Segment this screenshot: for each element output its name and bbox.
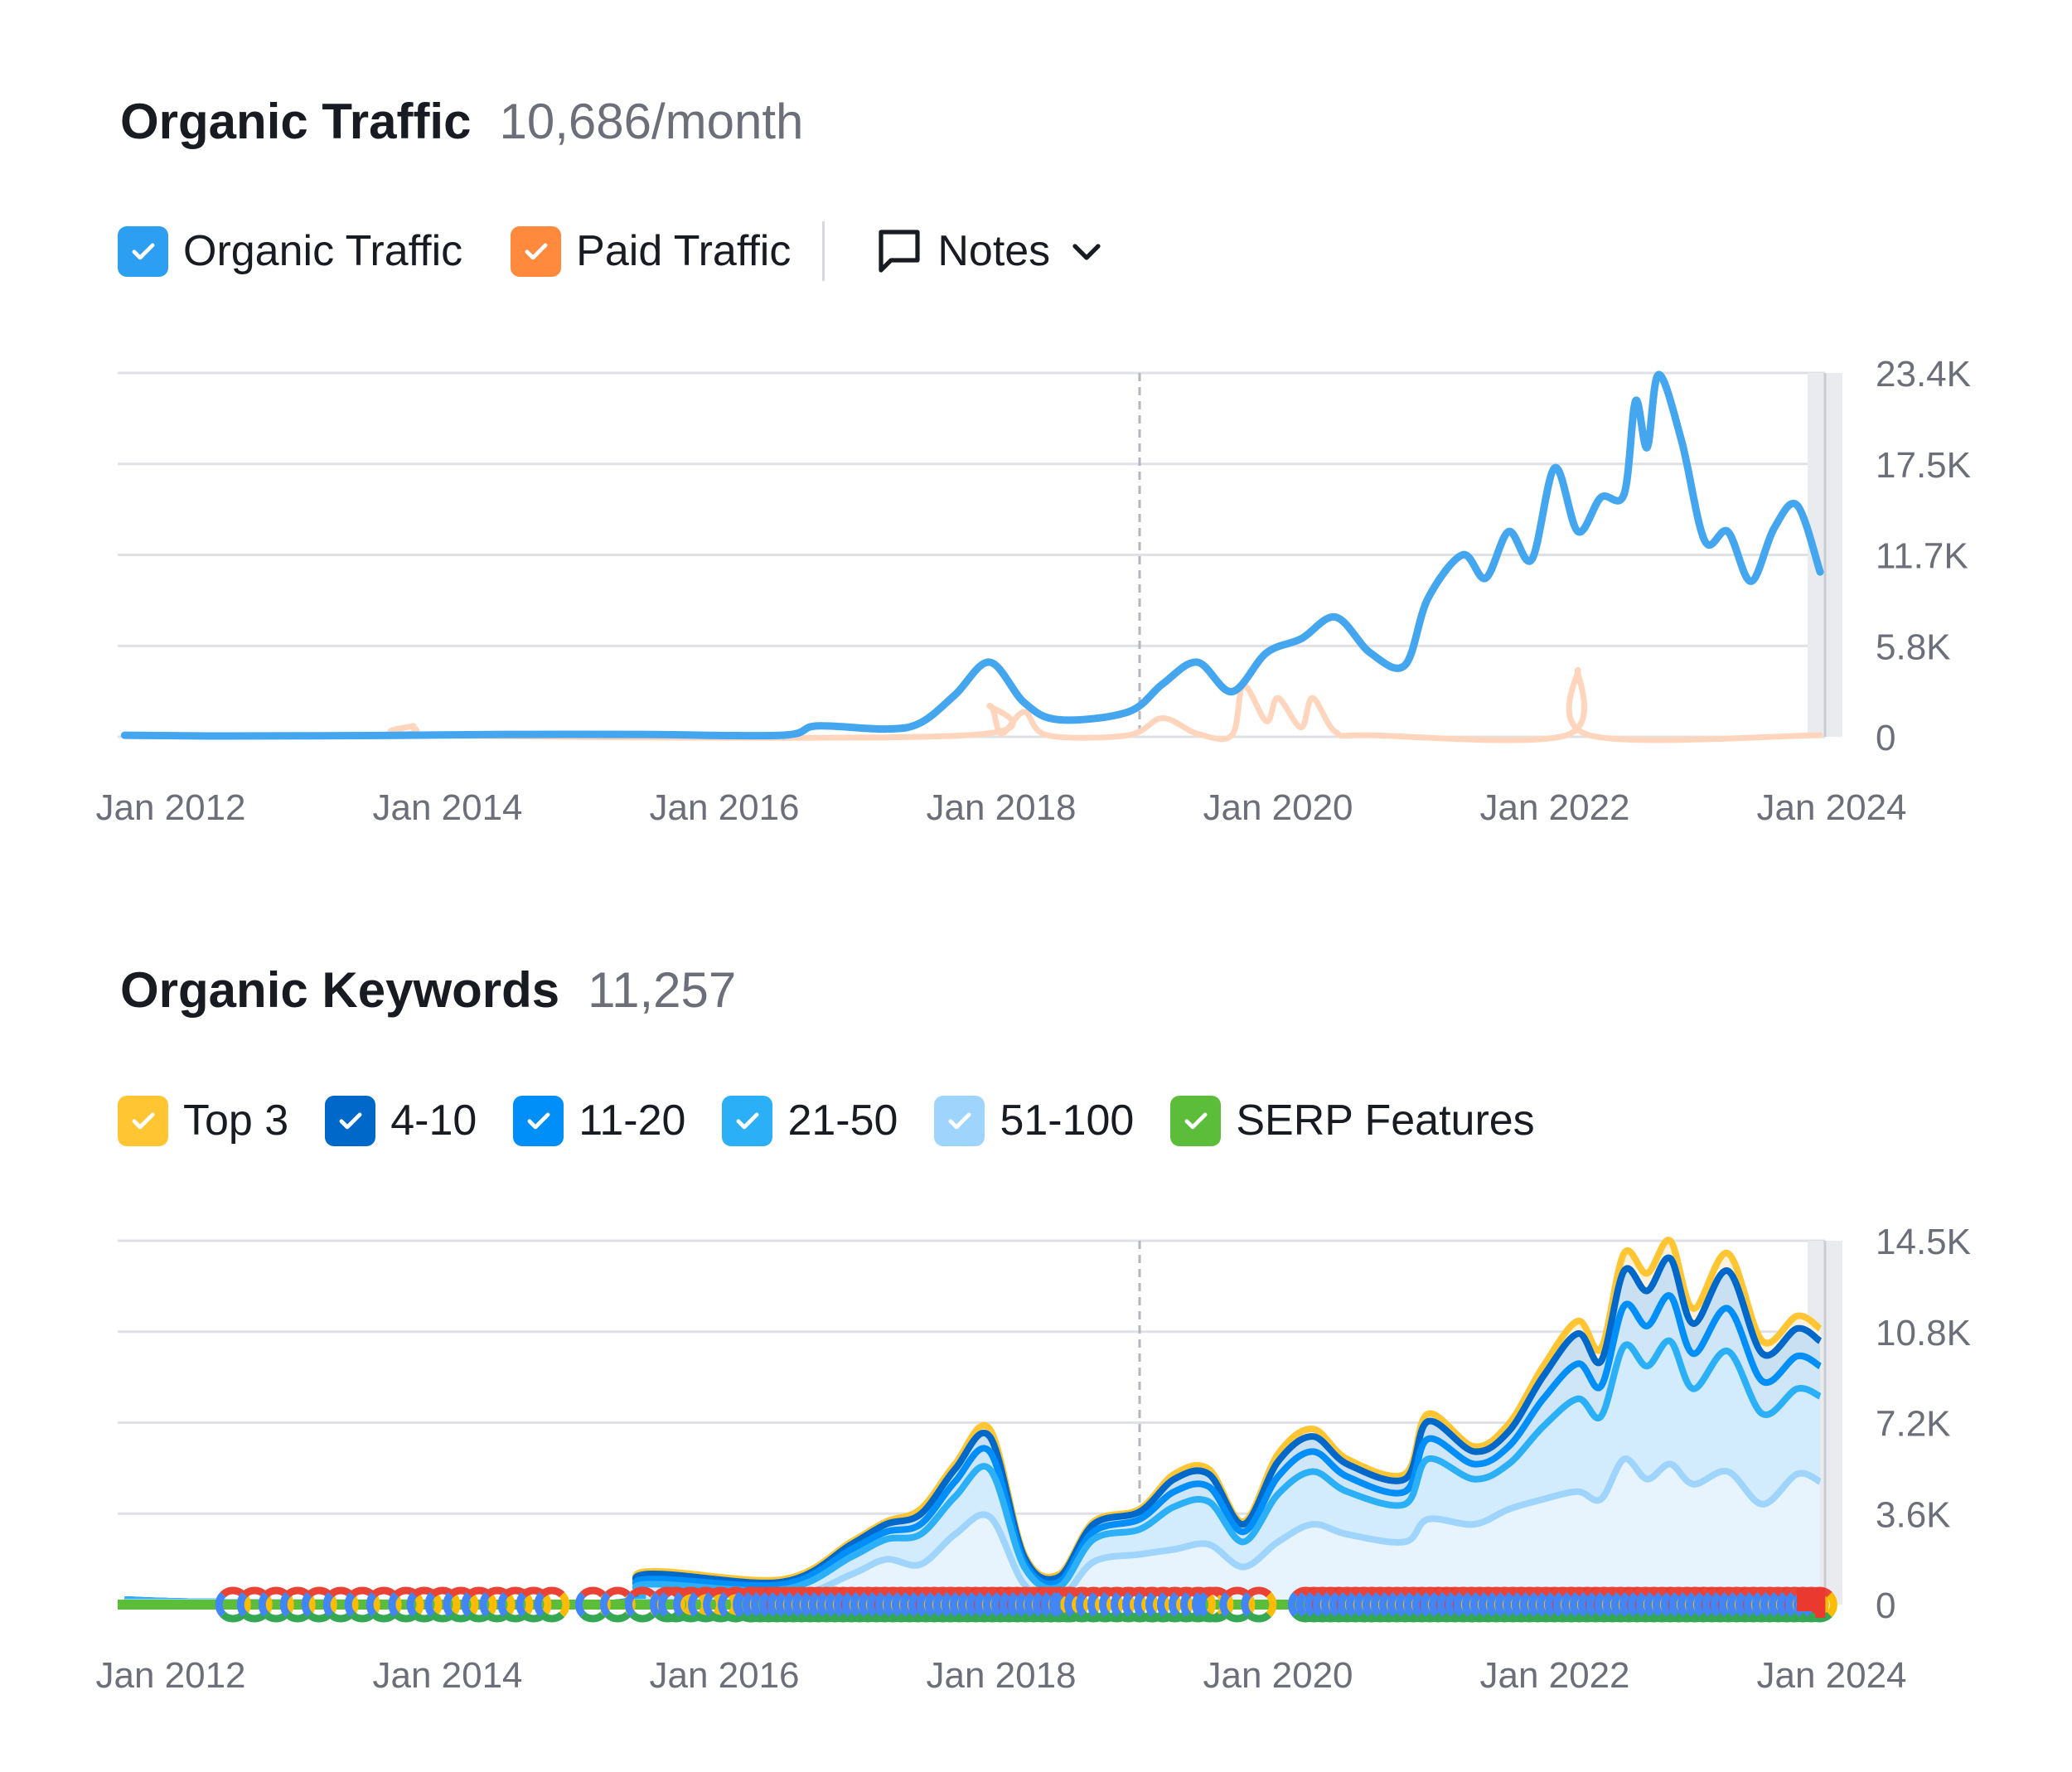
x-tick-label: Jan 2016 [649,1655,799,1696]
y-tick-label: 0 [1876,1586,1895,1626]
x-tick-label: Jan 2024 [1756,1655,1906,1696]
x-tick-label: Jan 2014 [372,1655,522,1696]
serp-feature-marker [1797,1588,1822,1611]
x-tick-label: Jan 2012 [95,1655,245,1696]
y-tick-label: 14.5K [1876,1222,1971,1262]
x-tick-label: Jan 2018 [926,1655,1076,1696]
y-tick-label: 10.8K [1876,1313,1971,1353]
x-tick-label: Jan 2020 [1203,1655,1353,1696]
y-tick-label: 7.2K [1876,1404,1951,1445]
x-tick-label: Jan 2022 [1479,1655,1629,1696]
y-tick-label: 3.6K [1876,1494,1951,1535]
